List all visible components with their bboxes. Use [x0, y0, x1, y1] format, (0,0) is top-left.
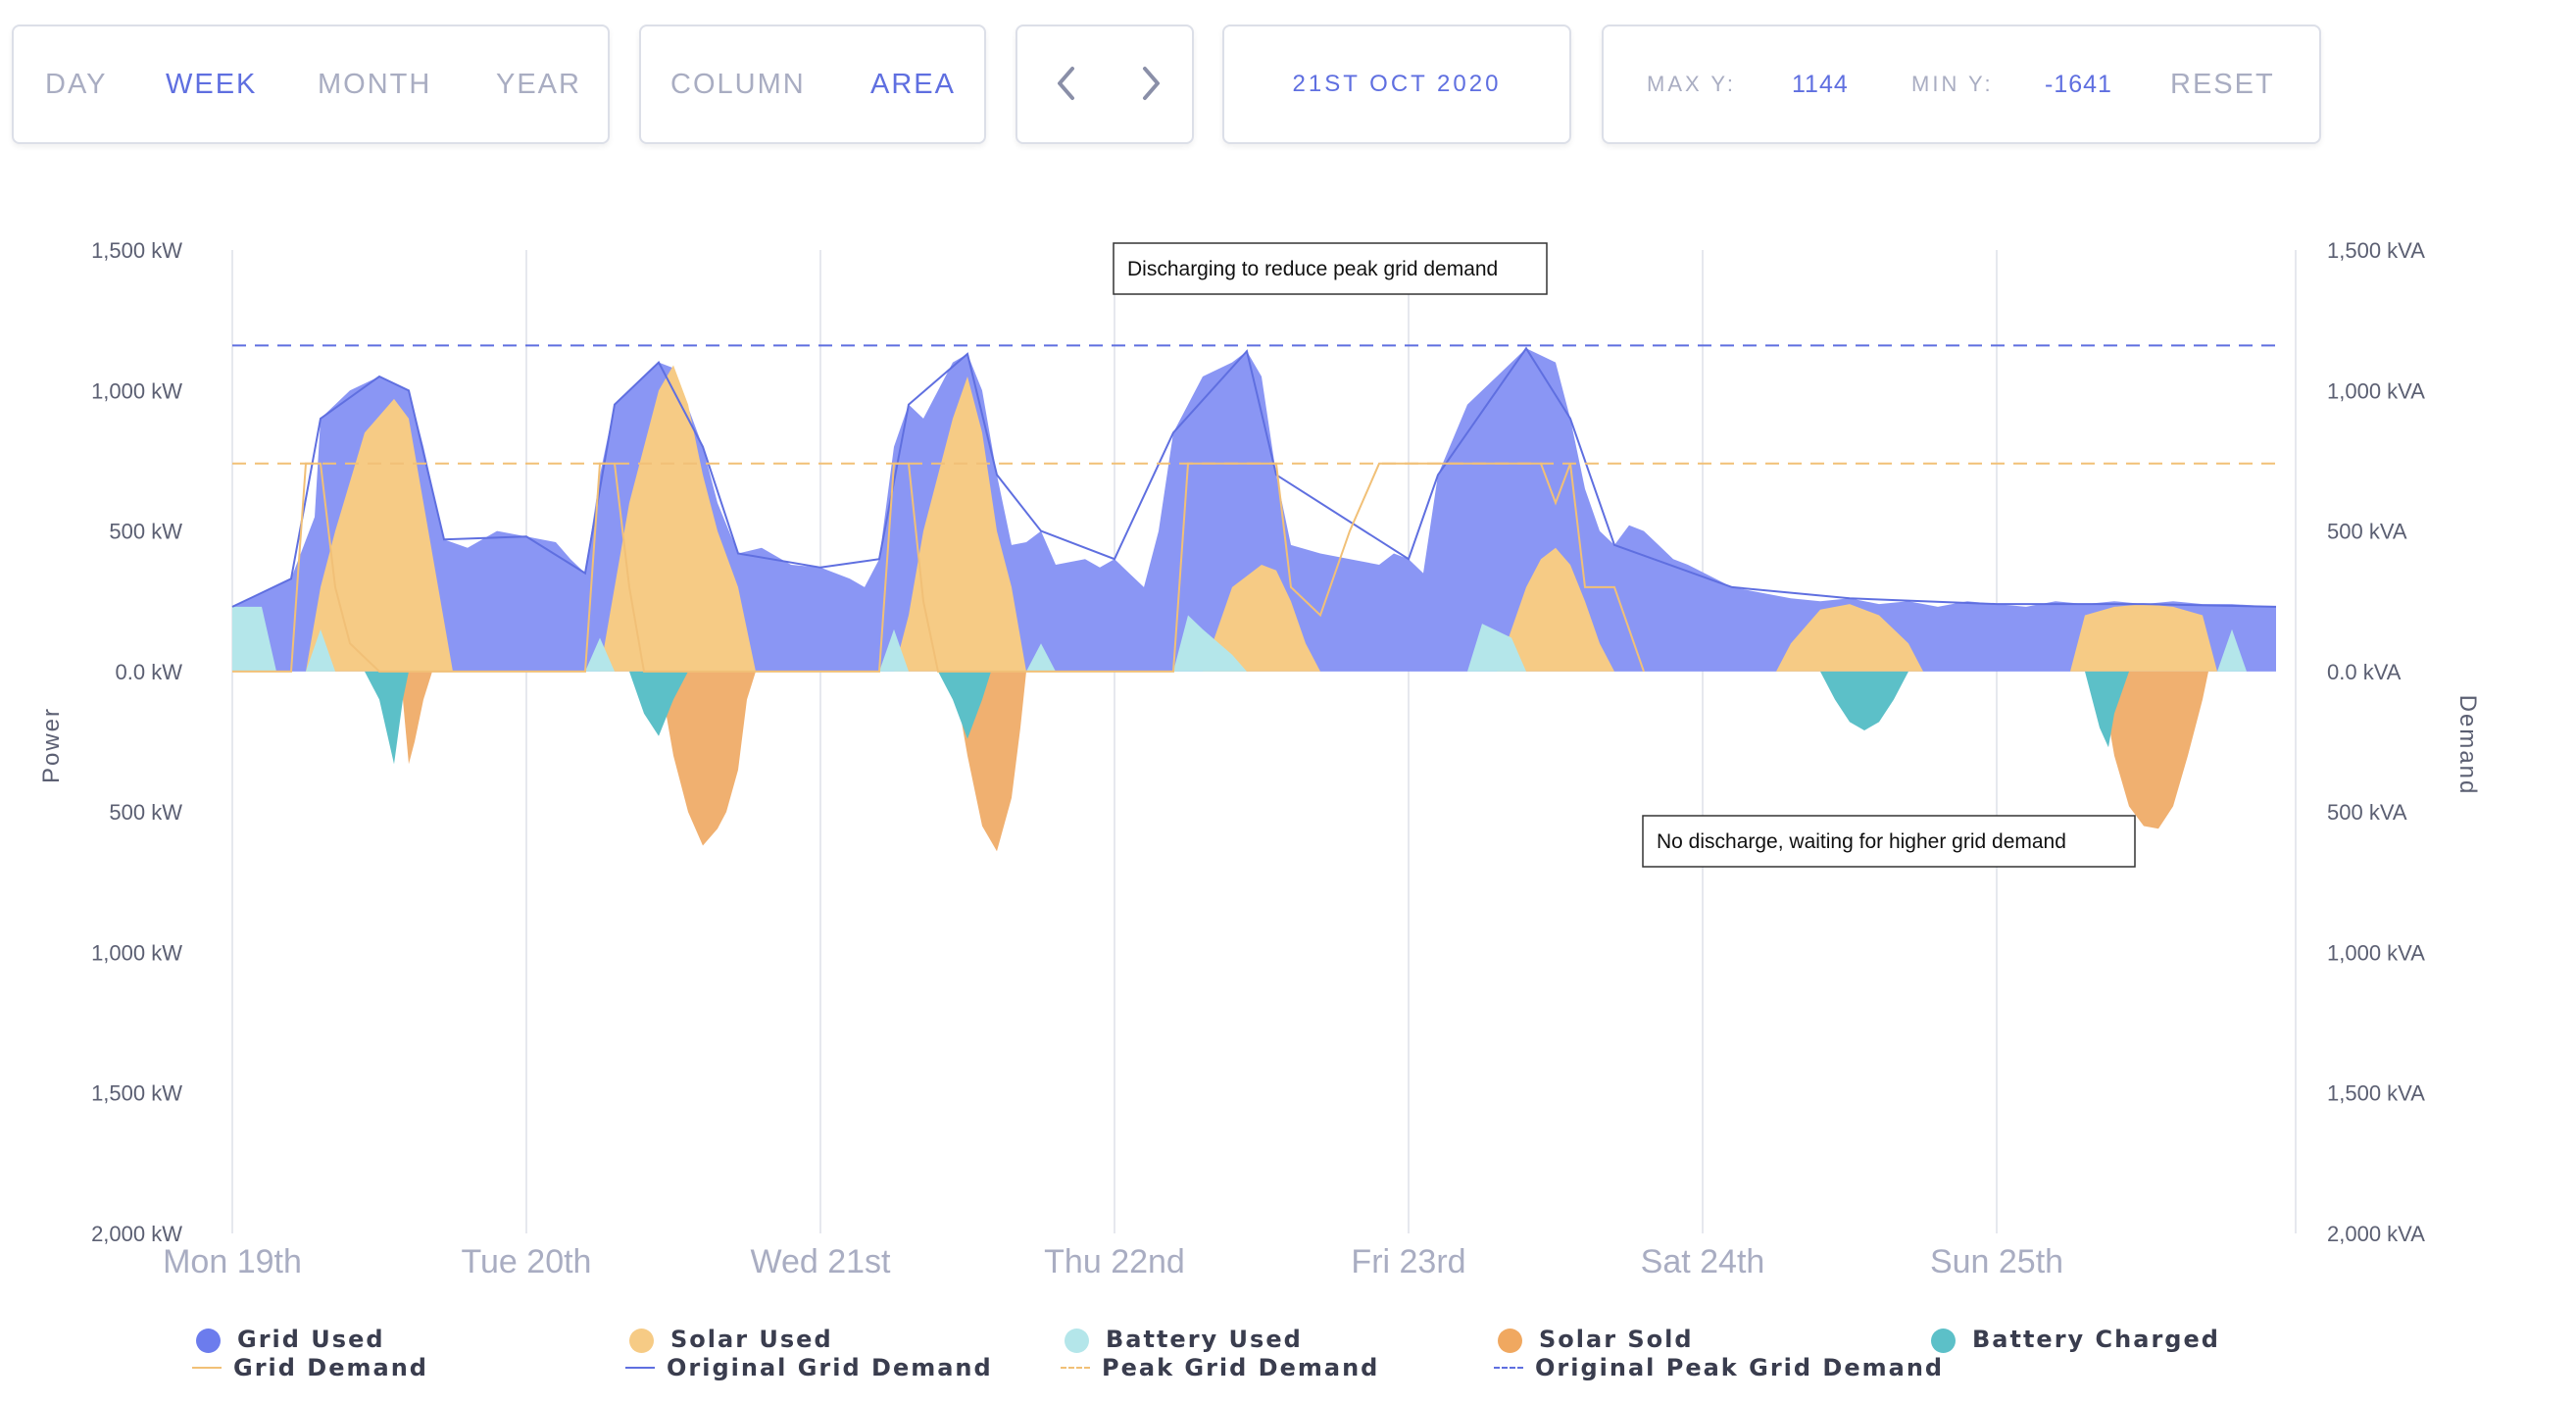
legend-battery-charged-label: Battery Charged [1972, 1326, 2220, 1353]
y-tick-right: 1,500 kVA [2327, 238, 2425, 263]
date-picker[interactable]: 21ST OCT 2020 [1222, 25, 1571, 144]
date-navigation [1016, 25, 1194, 144]
period-year-button[interactable]: YEAR [496, 69, 581, 100]
chart-legend: Grid Used Solar Used Battery Used Solar … [0, 1314, 2576, 1392]
y-tick-right: 500 kVA [2327, 800, 2407, 825]
annotation-box [1113, 242, 1548, 295]
reset-button[interactable]: RESET [2170, 69, 2275, 100]
x-tick-label: Thu 22nd [1044, 1243, 1185, 1280]
legend-original-grid-demand-label: Original Grid Demand [667, 1354, 993, 1381]
y-tick-left: 0.0 kW [116, 660, 183, 684]
legend-grid-used-label: Grid Used [237, 1326, 385, 1353]
x-tick-label: Mon 19th [163, 1243, 302, 1280]
chevron-right-icon[interactable] [1125, 59, 1174, 108]
annotations: Discharging to reduce peak grid demand No… [1113, 242, 2136, 868]
view-selector: COLUMN AREA [639, 25, 986, 144]
y-tick-left: 1,500 kW [91, 238, 182, 263]
x-tick-label: Sat 24th [1641, 1243, 1765, 1280]
y-axis-title-right: Demand [2454, 695, 2481, 796]
legend-grid-used-swatch [196, 1329, 221, 1353]
min-y-label: MIN Y: [1911, 72, 1994, 96]
chevron-left-icon[interactable] [1043, 59, 1092, 108]
axis-labels: 1,500 kW 1,000 kW 500 kW 0.0 kW 500 kW 1,000 … [38, 238, 2481, 1280]
period-day-button[interactable]: DAY [45, 69, 108, 100]
y-range-controls: MAX Y: 1144 MIN Y: -1641 RESET [1602, 25, 2321, 144]
max-y-value[interactable]: 1144 [1792, 71, 1849, 98]
legend-peak-grid-demand-label: Peak Grid Demand [1102, 1354, 1380, 1381]
legend-grid-demand-swatch [192, 1367, 222, 1369]
legend-solar-used-swatch [629, 1329, 654, 1353]
legend-battery-used-swatch [1065, 1329, 1089, 1353]
annotation-text: No discharge, waiting for higher grid de… [1657, 830, 2066, 853]
y-tick-left: 2,000 kW [91, 1222, 182, 1246]
legend-original-grid-demand-swatch [625, 1367, 655, 1369]
annotation-box [1642, 815, 2136, 868]
legend-solar-sold-swatch [1498, 1329, 1522, 1353]
y-tick-left: 1,000 kW [91, 940, 182, 965]
y-tick-right: 1,000 kVA [2327, 940, 2425, 965]
original-grid-demand-line [231, 346, 2277, 608]
legend-battery-charged-swatch [1931, 1329, 1956, 1353]
view-column-button[interactable]: COLUMN [670, 69, 806, 100]
legend-grid-demand-label: Grid Demand [233, 1354, 428, 1381]
grid-used-area [232, 348, 2276, 672]
solar-used-area [232, 365, 2217, 672]
x-tick-label: Wed 21st [750, 1243, 891, 1280]
legend-original-peak-grid-demand-swatch [1494, 1367, 1523, 1369]
annotation-text: Discharging to reduce peak grid demand [1127, 258, 1498, 280]
series-lines [231, 344, 2277, 673]
legend-solar-used-label: Solar Used [670, 1326, 833, 1353]
legend-solar-sold-label: Solar Sold [1539, 1326, 1694, 1353]
y-tick-left: 1,500 kW [91, 1081, 182, 1106]
x-tick-label: Fri 23rd [1351, 1243, 1465, 1280]
gridlines [231, 250, 2297, 1233]
y-tick-left: 500 kW [109, 520, 182, 544]
y-tick-right: 0.0 kVA [2327, 660, 2402, 684]
series-areas [232, 348, 2276, 852]
period-selector: DAY WEEK MONTH YEAR [12, 25, 610, 144]
view-area-button[interactable]: AREA [870, 69, 956, 100]
period-week-button[interactable]: WEEK [166, 69, 258, 100]
legend-original-peak-grid-demand-label: Original Peak Grid Demand [1535, 1354, 1945, 1381]
legend-battery-used-label: Battery Used [1106, 1326, 1303, 1353]
x-tick-label: Tue 20th [462, 1243, 592, 1280]
energy-area-chart: 1,500 kW 1,000 kW 500 kW 0.0 kW 500 kW 1,000 … [38, 238, 2481, 1280]
max-y-label: MAX Y: [1647, 72, 1736, 96]
y-tick-left: 1,000 kW [91, 378, 182, 403]
y-tick-left: 500 kW [109, 800, 182, 825]
y-tick-right: 2,000 kVA [2327, 1222, 2425, 1246]
x-tick-label: Sun 25th [1930, 1243, 2063, 1280]
y-axis-title-left: Power [38, 707, 65, 783]
battery-charged-area [365, 671, 2129, 765]
y-tick-right: 1,000 kVA [2327, 378, 2425, 403]
period-month-button[interactable]: MONTH [318, 69, 432, 100]
min-y-value[interactable]: -1641 [2045, 71, 2112, 98]
y-tick-right: 500 kVA [2327, 520, 2407, 544]
legend-peak-grid-demand-swatch [1061, 1367, 1090, 1369]
current-date[interactable]: 21ST OCT 2020 [1292, 71, 1502, 97]
y-tick-right: 1,500 kVA [2327, 1081, 2425, 1106]
